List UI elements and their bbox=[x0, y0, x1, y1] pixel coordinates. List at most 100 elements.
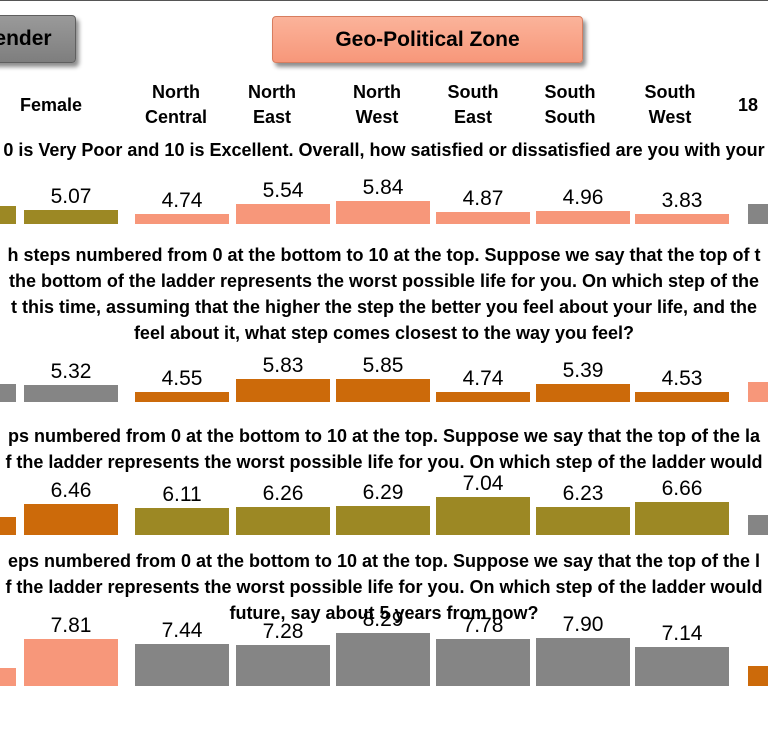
data-bar bbox=[135, 643, 229, 686]
column-header-line: North bbox=[248, 82, 296, 102]
data-bar bbox=[135, 213, 229, 224]
column-header-line: South bbox=[447, 82, 499, 102]
data-label: 5.84 bbox=[362, 175, 404, 199]
column-header-line: South bbox=[544, 107, 596, 127]
data-label: 4.74 bbox=[462, 366, 504, 390]
data-label: 6.46 bbox=[50, 479, 92, 503]
data-bar bbox=[336, 633, 430, 686]
data-label: 6.23 bbox=[562, 482, 604, 506]
data-label: 8.29 bbox=[362, 608, 404, 632]
data-label: 6.66 bbox=[661, 476, 703, 500]
data-bar bbox=[24, 639, 118, 686]
edge-bar-right bbox=[748, 666, 768, 686]
column-header-line: West bbox=[648, 107, 692, 127]
column-header-south-south: South South bbox=[520, 80, 620, 130]
column-header-line: East bbox=[453, 107, 493, 127]
data-bar bbox=[635, 392, 729, 402]
column-header-line: Central bbox=[144, 107, 207, 127]
data-bar bbox=[135, 392, 229, 402]
data-bar bbox=[436, 212, 530, 224]
data-label: 3.83 bbox=[661, 189, 703, 212]
column-header-female: Female bbox=[19, 95, 83, 115]
data-label: 6.29 bbox=[362, 481, 404, 505]
question-line: feel about it, what step comes closest t… bbox=[133, 323, 635, 343]
question-3: ps numbered from 0 at the bottom to 10 a… bbox=[0, 423, 768, 475]
data-bar bbox=[536, 211, 630, 224]
question-line: t this time, assuming that the higher th… bbox=[10, 297, 758, 317]
data-bar bbox=[536, 638, 630, 686]
edge-bar-right bbox=[748, 204, 768, 224]
edge-bar-left bbox=[0, 384, 16, 402]
data-bar bbox=[236, 204, 330, 224]
edge-bar-right bbox=[748, 515, 768, 535]
gender-filter-button[interactable]: ender bbox=[0, 15, 76, 63]
data-bar bbox=[536, 507, 630, 535]
geo-political-zone-button[interactable]: Geo-Political Zone bbox=[272, 16, 583, 63]
edge-bar-left bbox=[0, 206, 16, 224]
data-bar bbox=[436, 497, 530, 535]
column-header-north-central: North Central bbox=[126, 80, 226, 130]
data-label: 4.87 bbox=[462, 187, 504, 211]
column-header-line: North bbox=[152, 82, 200, 102]
column-header-south-east: South East bbox=[423, 80, 523, 130]
column-header-age: 18 bbox=[737, 95, 759, 115]
edge-bar-left bbox=[0, 668, 16, 686]
column-header-line: East bbox=[252, 107, 292, 127]
data-label: 4.53 bbox=[661, 367, 703, 390]
question-line: h steps numbered from 0 at the bottom to… bbox=[7, 245, 761, 265]
data-label: 5.83 bbox=[262, 353, 304, 377]
column-header-north-east: North East bbox=[222, 80, 322, 130]
data-bar bbox=[635, 501, 729, 535]
column-header-north-west: North West bbox=[327, 80, 427, 130]
question-line: the bottom of the ladder represents the … bbox=[8, 271, 760, 291]
data-bar bbox=[24, 384, 118, 402]
data-label: 4.55 bbox=[161, 367, 203, 390]
question-line: eps numbered from 0 at the bottom to 10 … bbox=[7, 551, 761, 571]
data-label: 7.44 bbox=[161, 618, 203, 642]
column-header-line: South bbox=[644, 82, 696, 102]
data-bar bbox=[635, 214, 729, 224]
column-header-line: North bbox=[353, 82, 401, 102]
data-label: 7.81 bbox=[50, 614, 92, 638]
data-label: 5.32 bbox=[50, 359, 92, 383]
data-label: 5.54 bbox=[262, 179, 304, 203]
column-header-line: West bbox=[355, 107, 399, 127]
data-label: 7.14 bbox=[661, 622, 703, 646]
data-label: 6.26 bbox=[262, 481, 304, 505]
top-border-line bbox=[0, 0, 768, 1]
data-bar bbox=[436, 391, 530, 402]
data-bar bbox=[24, 504, 118, 535]
question-line: f the ladder represents the worst possib… bbox=[5, 452, 763, 472]
data-label: 7.28 bbox=[262, 620, 304, 644]
data-bar bbox=[536, 384, 630, 402]
data-label: 5.85 bbox=[362, 353, 404, 377]
edge-bar-right bbox=[748, 382, 768, 402]
data-label: 7.90 bbox=[562, 613, 604, 636]
data-bar bbox=[236, 378, 330, 402]
question-line: 0 is Very Poor and 10 is Excellent. Over… bbox=[3, 140, 765, 160]
data-label: 4.74 bbox=[161, 188, 203, 212]
data-bar bbox=[336, 200, 430, 224]
data-bar bbox=[635, 647, 729, 686]
data-bar bbox=[336, 506, 430, 535]
data-label: 7.04 bbox=[462, 472, 504, 496]
data-label: 4.96 bbox=[562, 186, 604, 210]
data-label: 5.07 bbox=[50, 184, 92, 208]
question-line: future, say about 5 years from now? bbox=[229, 603, 539, 623]
data-label: 7.78 bbox=[462, 614, 504, 638]
data-label: 6.11 bbox=[162, 483, 202, 507]
question-line: ps numbered from 0 at the bottom to 10 a… bbox=[7, 426, 761, 446]
column-header-south-west: South West bbox=[620, 80, 720, 130]
data-bar bbox=[336, 378, 430, 402]
data-label: 5.39 bbox=[562, 359, 604, 383]
question-line: f the ladder represents the worst possib… bbox=[5, 577, 763, 597]
data-bar bbox=[236, 506, 330, 535]
data-bar bbox=[436, 639, 530, 686]
question-2: h steps numbered from 0 at the bottom to… bbox=[0, 242, 768, 346]
question-4: eps numbered from 0 at the bottom to 10 … bbox=[0, 548, 768, 626]
question-1: 0 is Very Poor and 10 is Excellent. Over… bbox=[0, 137, 768, 163]
data-bar bbox=[24, 209, 118, 224]
data-bar bbox=[236, 645, 330, 686]
data-bar bbox=[135, 508, 229, 535]
column-header-line: South bbox=[544, 82, 596, 102]
